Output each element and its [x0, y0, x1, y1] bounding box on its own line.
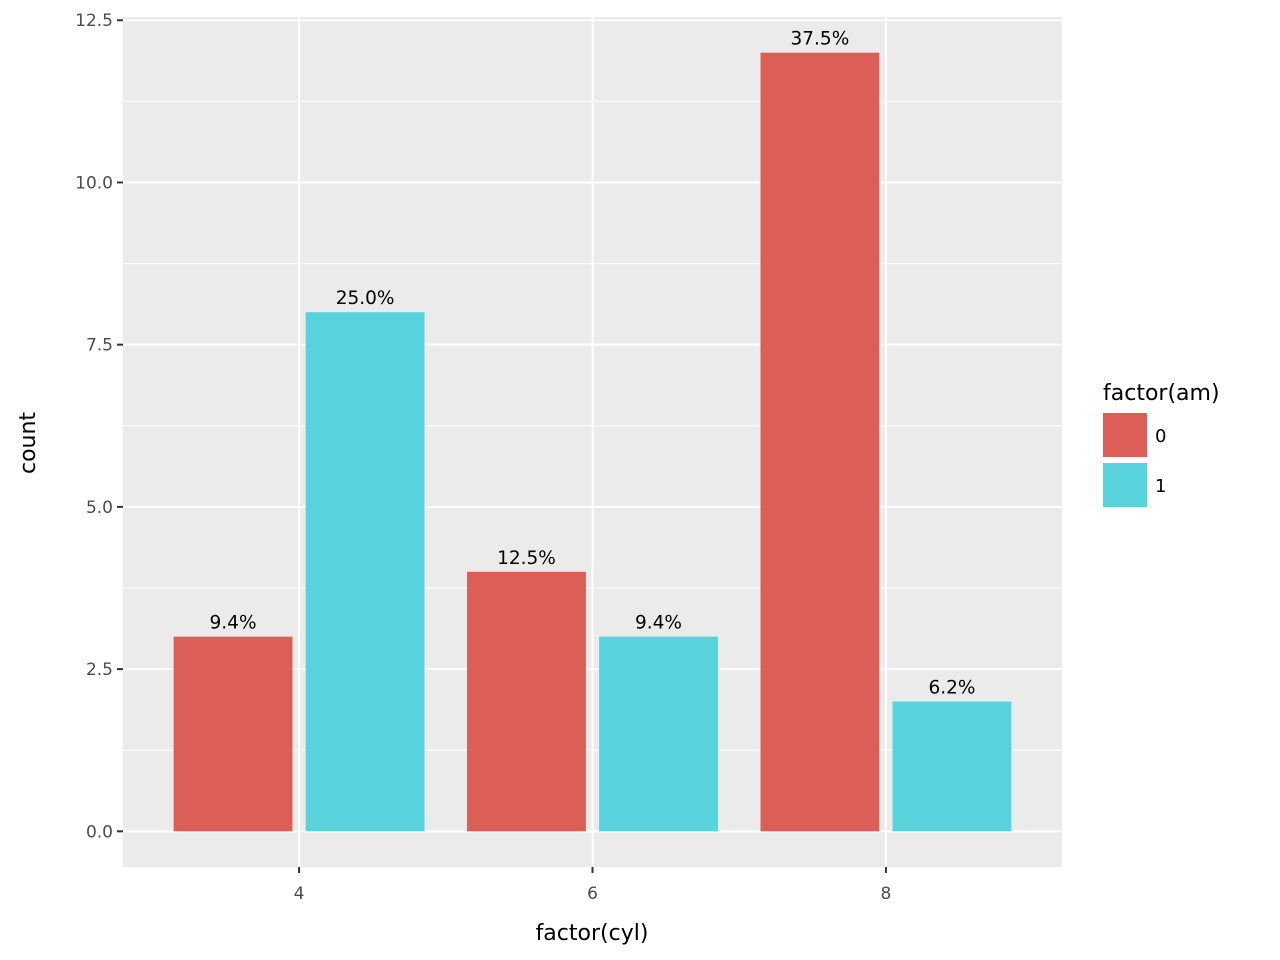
bar-data-label: 25.0%: [336, 288, 395, 309]
y-tick-label: 10.0: [75, 173, 113, 193]
y-axis-title: count: [16, 412, 41, 474]
bar: [760, 52, 880, 832]
y-tick-label: 7.5: [86, 336, 113, 356]
x-axis-title: factor(cyl): [536, 921, 649, 946]
major-gridlines: [123, 17, 1062, 867]
y-tick-label: 2.5: [86, 660, 113, 680]
bar-data-label: 9.4%: [635, 613, 682, 634]
legend: factor(am) 01: [1103, 381, 1220, 507]
y-tick-label: 12.5: [75, 11, 113, 31]
y-tick-label: 5.0: [86, 498, 113, 518]
bar: [892, 701, 1012, 832]
y-tick-label: 0.0: [86, 822, 113, 842]
x-axis: 4 6 8: [294, 867, 892, 904]
bar: [305, 312, 425, 832]
bar-labels: 9.4% 12.5% 37.5% 25.0% 9.4% 6.2%: [210, 29, 976, 699]
legend-items: 01: [1103, 413, 1166, 507]
legend-label: 1: [1155, 476, 1166, 497]
bars: [173, 52, 1012, 832]
legend-swatch: [1103, 463, 1147, 507]
legend-label: 0: [1155, 426, 1166, 447]
legend-title: factor(am): [1103, 381, 1220, 406]
legend-swatch: [1103, 413, 1147, 457]
x-tick-label: 6: [587, 884, 598, 904]
y-axis: 0.0 2.5 5.0 7.5 10.0 12.5: [75, 11, 123, 842]
bar: [173, 636, 293, 832]
x-tick-label: 4: [294, 884, 305, 904]
bar-data-label: 37.5%: [791, 29, 850, 50]
x-tick-label: 8: [881, 884, 892, 904]
bar-data-label: 9.4%: [210, 613, 257, 634]
bar: [599, 636, 718, 832]
bar-data-label: 12.5%: [497, 548, 556, 569]
bar: [467, 571, 586, 832]
bar-data-label: 6.2%: [928, 678, 975, 699]
